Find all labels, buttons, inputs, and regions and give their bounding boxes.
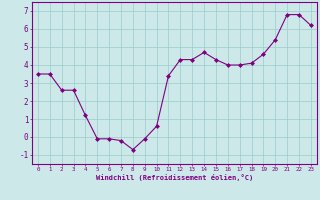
X-axis label: Windchill (Refroidissement éolien,°C): Windchill (Refroidissement éolien,°C): [96, 174, 253, 181]
